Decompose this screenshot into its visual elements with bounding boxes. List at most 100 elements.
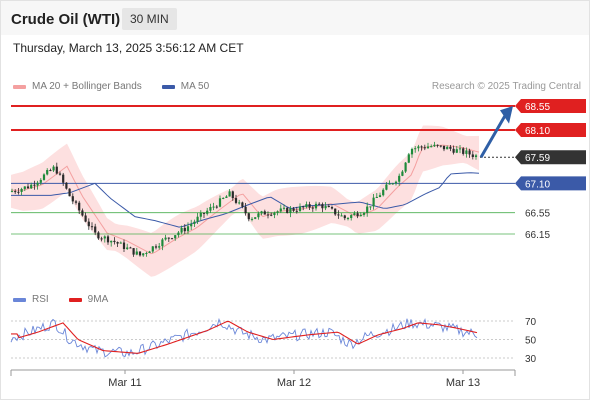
candle-body bbox=[378, 195, 382, 197]
rsi-ma-swatch-icon bbox=[68, 297, 82, 302]
candle-body bbox=[286, 207, 289, 213]
candle-body bbox=[174, 235, 177, 239]
candle-body bbox=[231, 191, 234, 199]
forecast-arrow-icon bbox=[500, 106, 513, 124]
candle-body bbox=[430, 146, 433, 148]
candle-body bbox=[385, 184, 388, 190]
chart-header: Crude Oil (WTI) 30 MIN bbox=[1, 1, 589, 35]
rsi-ma-legend-label: 9MA bbox=[87, 294, 109, 305]
candle-body bbox=[401, 171, 404, 176]
candle-body bbox=[391, 183, 394, 185]
candle-body bbox=[84, 215, 87, 222]
candle-body bbox=[426, 146, 430, 149]
candle-body bbox=[119, 242, 122, 244]
candle-body bbox=[350, 215, 353, 219]
candle-body bbox=[26, 186, 30, 189]
candle-body bbox=[346, 218, 350, 220]
level-label-67.59: 67.59 bbox=[525, 153, 550, 164]
candle-body bbox=[372, 197, 375, 207]
candle-body bbox=[414, 148, 417, 150]
candle-body bbox=[452, 148, 455, 153]
candle-body bbox=[343, 215, 346, 219]
candle-body bbox=[186, 226, 190, 232]
candle-body bbox=[129, 247, 132, 249]
candle-body bbox=[257, 213, 260, 218]
level-label-66.15: 66.15 bbox=[525, 230, 550, 241]
ma50-swatch-icon bbox=[161, 84, 175, 89]
candle-body bbox=[87, 221, 90, 227]
candle-body bbox=[148, 251, 151, 253]
candle-body bbox=[94, 226, 97, 233]
candle-body bbox=[298, 206, 302, 211]
candle-body bbox=[183, 227, 186, 232]
x-axis-label: Mar 13 bbox=[446, 377, 480, 389]
candle-body bbox=[58, 173, 62, 175]
candle-body bbox=[36, 182, 39, 186]
candle-body bbox=[321, 204, 324, 209]
candle-body bbox=[23, 186, 26, 189]
candle-body bbox=[103, 236, 106, 239]
candle-body bbox=[398, 175, 401, 182]
candle-body bbox=[366, 206, 369, 214]
candle-body bbox=[388, 183, 391, 185]
timeframe-button[interactable]: 30 MIN bbox=[122, 8, 177, 30]
candle-body bbox=[334, 208, 337, 215]
candle-body bbox=[314, 203, 318, 209]
candle-body bbox=[39, 179, 42, 183]
candle-body bbox=[193, 221, 196, 224]
candle-body bbox=[126, 247, 129, 250]
candle-body bbox=[423, 147, 426, 149]
candle-body bbox=[33, 184, 36, 186]
candle-body bbox=[206, 210, 209, 214]
ma20-line bbox=[11, 144, 480, 255]
candle-body bbox=[215, 206, 218, 208]
ma50-line bbox=[11, 172, 480, 228]
level-tag-67.59 bbox=[515, 150, 586, 165]
candle-body bbox=[279, 208, 282, 212]
candle-body bbox=[260, 211, 263, 214]
candle-body bbox=[132, 248, 135, 255]
candle-body bbox=[465, 150, 468, 154]
candle-body bbox=[340, 215, 343, 217]
candle-body bbox=[138, 251, 142, 256]
candle-body bbox=[311, 207, 314, 209]
candle-body bbox=[282, 207, 286, 209]
candle-body bbox=[42, 174, 46, 180]
level-label-68.10: 68.10 bbox=[525, 126, 550, 137]
candle-body bbox=[154, 246, 158, 248]
candle-body bbox=[14, 191, 17, 193]
candle-body bbox=[302, 206, 305, 208]
candle-body bbox=[417, 146, 420, 149]
chart-datetime: Thursday, March 13, 2025 3:56:12 AM CET bbox=[13, 41, 244, 55]
candle-body bbox=[228, 191, 231, 197]
candle-body bbox=[55, 166, 58, 174]
candle-body bbox=[17, 191, 20, 193]
ma20-swatch-icon bbox=[13, 84, 26, 89]
candle-body bbox=[263, 211, 266, 215]
candle-body bbox=[30, 184, 33, 189]
candle-body bbox=[318, 203, 321, 205]
candle-body bbox=[71, 196, 74, 202]
candle-body bbox=[458, 148, 462, 150]
candle-body bbox=[270, 214, 273, 216]
level-tag-68.55 bbox=[515, 99, 586, 113]
level-label-68.55: 68.55 bbox=[525, 102, 550, 113]
rsi-legend: RSI 9MA bbox=[13, 294, 108, 305]
level-tag-67.10 bbox=[515, 176, 586, 191]
candle-body bbox=[196, 216, 199, 222]
candle-body bbox=[276, 211, 279, 213]
candle-body bbox=[46, 170, 49, 175]
candle-body bbox=[375, 196, 378, 198]
candle-body bbox=[158, 246, 161, 248]
candle-body bbox=[97, 232, 100, 239]
instrument-title: Crude Oil (WTI) bbox=[11, 11, 121, 28]
candle-body bbox=[330, 207, 334, 209]
candle-body bbox=[110, 240, 113, 243]
candle-body bbox=[369, 206, 372, 208]
rsi-ma-line bbox=[11, 320, 478, 354]
price-legend: MA 20 + Bollinger Bands MA 50 bbox=[13, 81, 209, 92]
candle-body bbox=[404, 162, 407, 172]
rsi-tick-label: 50 bbox=[525, 336, 537, 347]
candle-body bbox=[65, 182, 68, 189]
